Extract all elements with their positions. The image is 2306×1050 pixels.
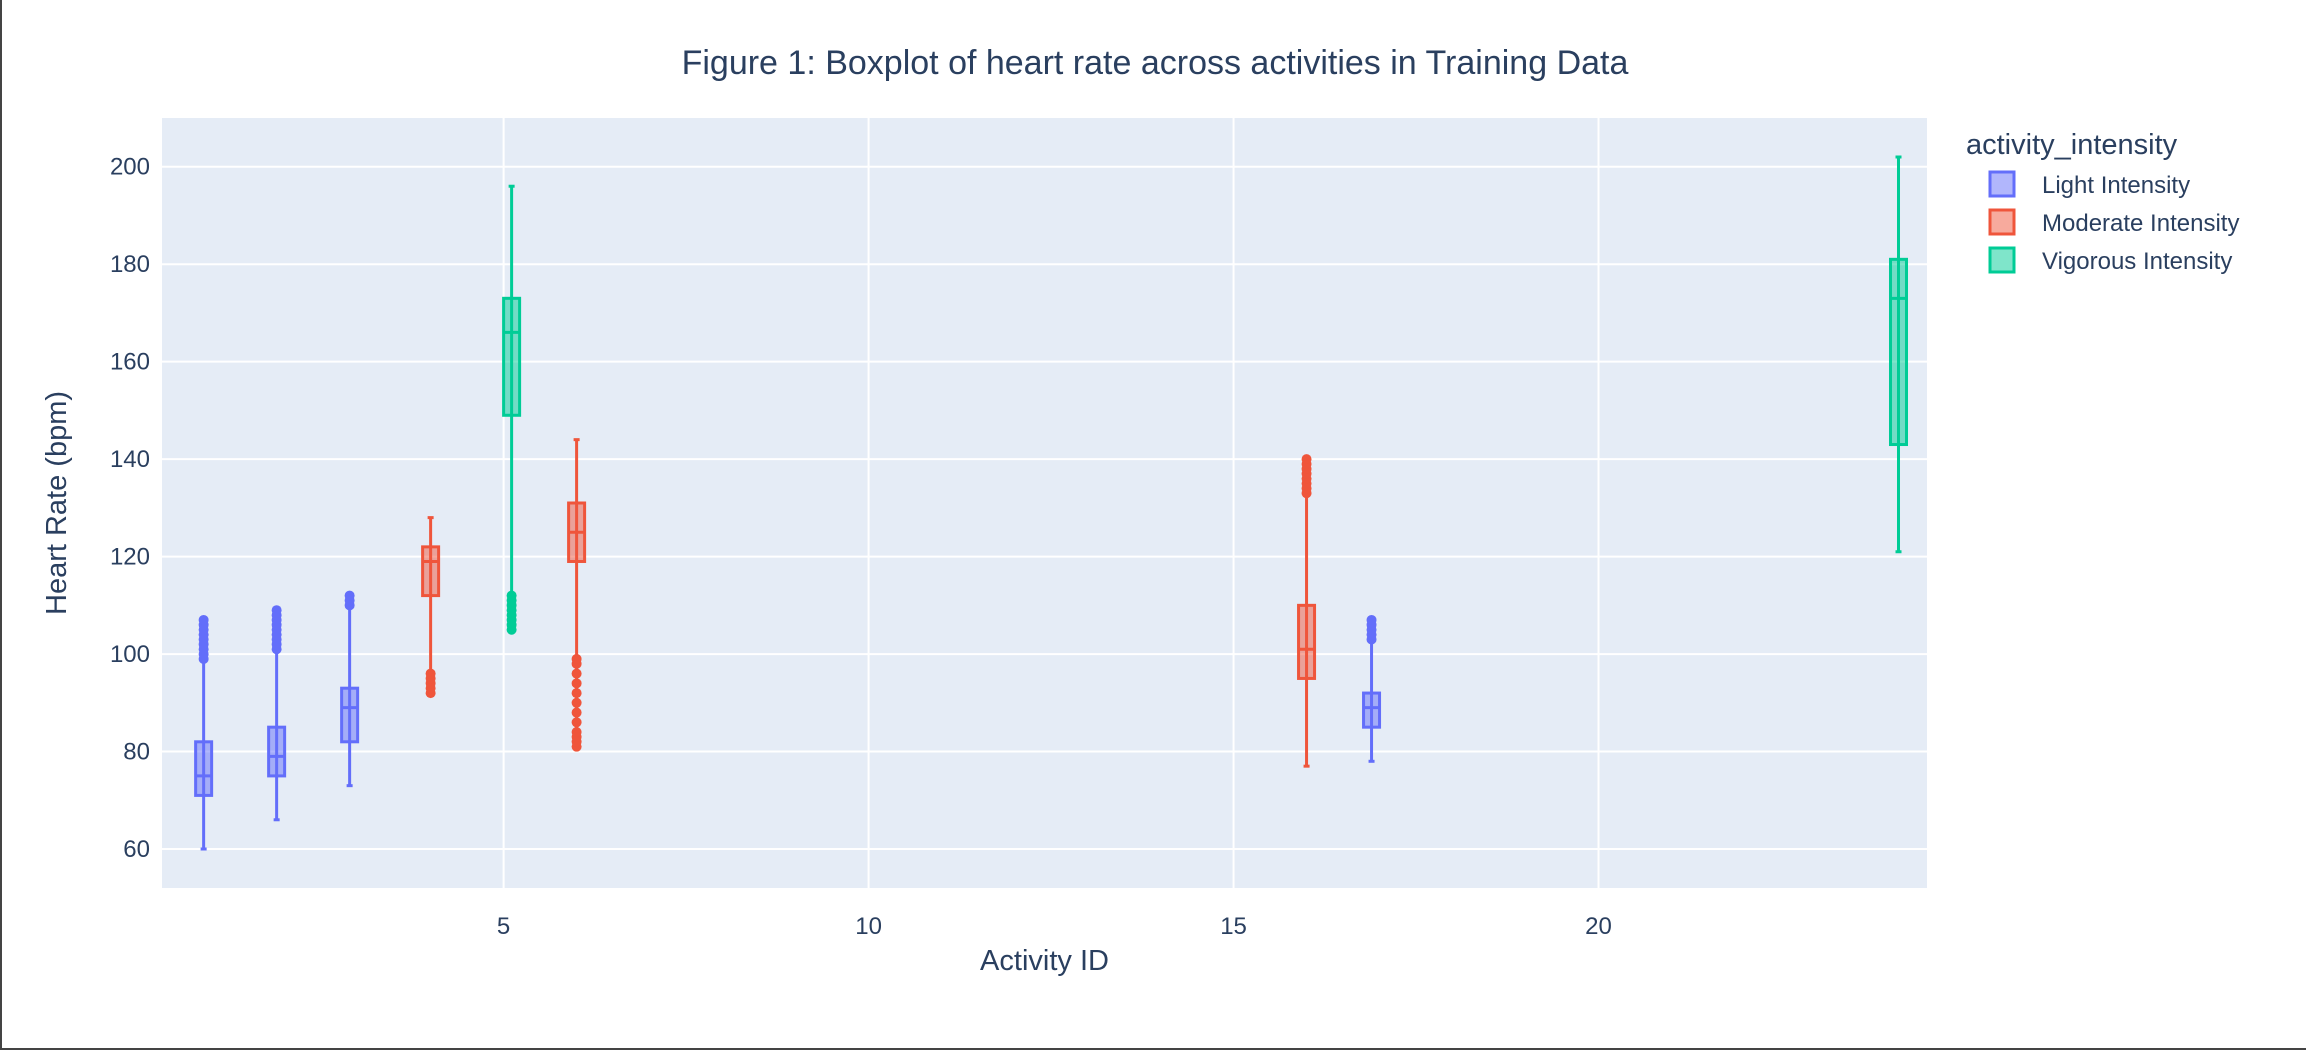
x-tick-labels: 5 10 15 20	[497, 913, 1612, 940]
y-tick-label: 100	[110, 641, 150, 668]
legend-label: Moderate Intensity	[2042, 210, 2239, 237]
box-iqr	[1297, 603, 1317, 680]
box-iqr	[267, 725, 287, 778]
y-tick-label: 140	[110, 446, 150, 473]
x-tick-label: 15	[1220, 913, 1247, 940]
legend-item-vigorous-intensity[interactable]: Vigorous Intensity	[1988, 246, 2232, 275]
box-outlier	[344, 590, 355, 601]
box-iqr	[194, 740, 214, 797]
legend-label: Vigorous Intensity	[2042, 248, 2232, 275]
box-outlier	[571, 717, 582, 728]
x-tick-label: 5	[497, 913, 510, 940]
legend-item-moderate-intensity[interactable]: Moderate Intensity	[1988, 208, 2239, 237]
box-series-vigorous-intensity	[502, 155, 1909, 635]
y-tick-label: 60	[123, 836, 150, 863]
box	[194, 614, 214, 851]
y-tick-labels: 60 80 100 120 140 160 180 200	[110, 154, 150, 863]
box-outlier	[198, 614, 209, 625]
box-series-group	[194, 155, 1909, 851]
x-tick-label: 10	[855, 913, 882, 940]
y-axis-title: Heart Rate (bpm)	[41, 391, 73, 615]
box	[340, 590, 360, 788]
box-iqr	[1362, 691, 1382, 729]
legend-swatch	[1988, 208, 2016, 236]
y-tick-label: 160	[110, 349, 150, 376]
box-series-light-intensity	[194, 590, 1382, 851]
box-iqr	[502, 296, 522, 417]
x-axis-title: Activity ID	[980, 945, 1109, 977]
box-iqr	[421, 545, 441, 598]
plot-background	[162, 118, 1927, 888]
box-outlier	[571, 727, 582, 738]
box-outlier	[571, 688, 582, 699]
chart-title: Figure 1: Boxplot of heart rate across a…	[682, 44, 1629, 82]
legend-swatch	[1988, 246, 2016, 274]
y-tick-label: 120	[110, 544, 150, 571]
y-tick-label: 80	[123, 739, 150, 766]
box-iqr	[1889, 257, 1909, 447]
gridlines	[162, 118, 1927, 888]
box	[1297, 454, 1317, 768]
box	[1362, 614, 1382, 763]
legend[interactable]: activity_intensity Light Intensity Modera…	[1966, 129, 2239, 275]
box-outlier	[571, 653, 582, 664]
box-outlier	[425, 668, 436, 679]
legend-swatch	[1988, 170, 2016, 198]
box-outlier	[571, 678, 582, 689]
y-tick-label: 180	[110, 251, 150, 278]
box	[567, 438, 587, 752]
box	[421, 516, 441, 699]
box-outlier	[1366, 614, 1377, 625]
box-outlier	[506, 590, 517, 601]
box-series-moderate-intensity	[421, 438, 1317, 768]
box	[502, 184, 522, 635]
box-iqr	[340, 686, 360, 744]
box-outlier	[271, 605, 282, 616]
y-tick-label: 200	[110, 154, 150, 181]
box-outlier	[571, 697, 582, 708]
x-tick-label: 20	[1585, 913, 1612, 940]
box	[267, 605, 287, 822]
box	[1889, 155, 1909, 554]
legend-title: activity_intensity	[1966, 129, 2178, 161]
box-outlier	[571, 668, 582, 679]
legend-label: Light Intensity	[2042, 172, 2190, 199]
box-outlier	[1301, 454, 1312, 465]
legend-item-light-intensity[interactable]: Light Intensity	[1988, 170, 2190, 199]
box-outlier	[571, 707, 582, 718]
